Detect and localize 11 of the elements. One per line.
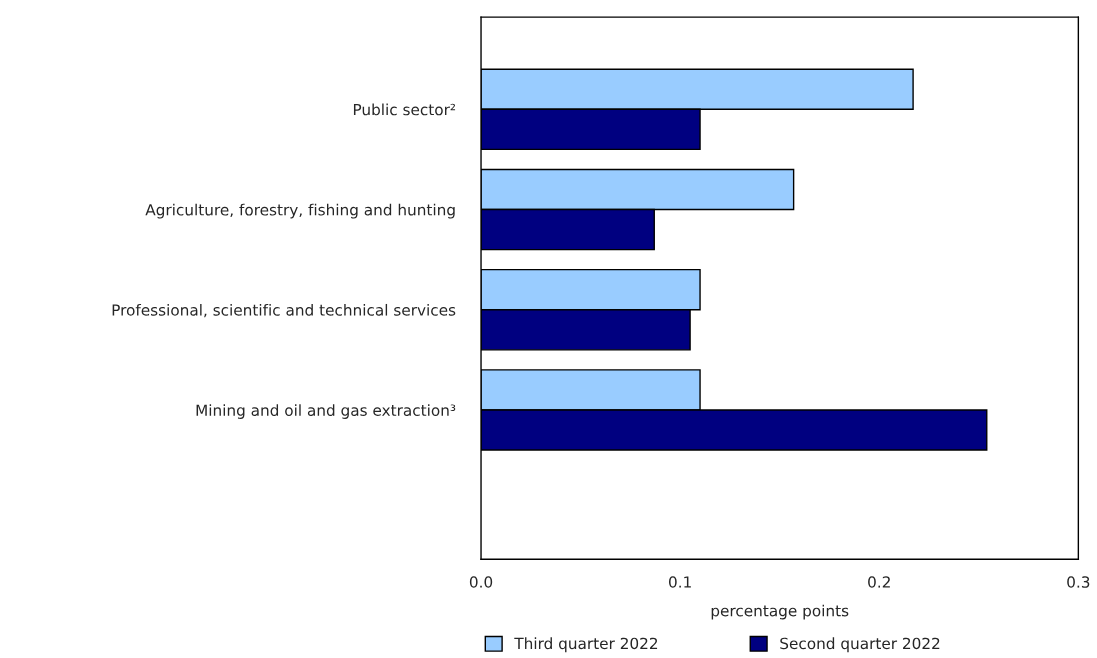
y-tick-label: Professional, scientific and technical services (112, 303, 456, 318)
legend-label: Second quarter 2022 (780, 637, 940, 653)
y-tick-label: Mining and oil and gas extraction³ (196, 404, 456, 419)
y-tick-label: Agriculture, forestry, fishing and hunting (145, 203, 455, 219)
x-tick-label: 0.0 (469, 576, 493, 588)
y-tick-label: Public sector² (353, 103, 456, 116)
x-axis-title: percentage points (711, 604, 849, 620)
x-tick-label: 0.1 (669, 576, 691, 588)
x-tick-label: 0.3 (1067, 576, 1090, 588)
x-tick-label: 0.2 (868, 576, 890, 588)
legend-label: Third quarter 2022 (514, 637, 658, 653)
